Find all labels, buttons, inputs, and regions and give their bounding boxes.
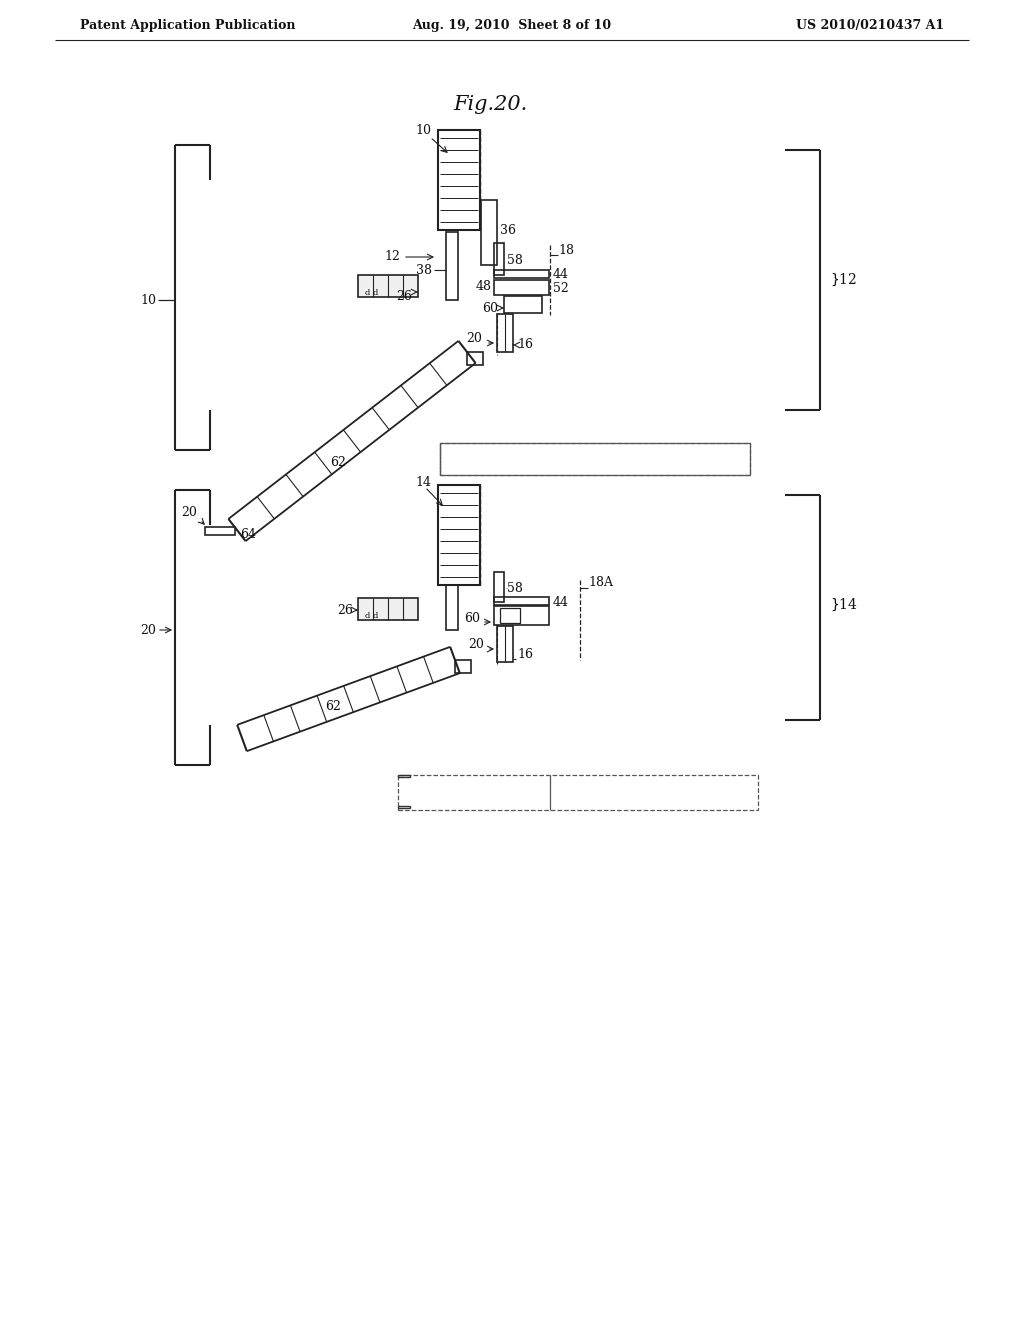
Bar [481,201,497,265]
Text: d d: d d [365,612,379,620]
Text: 62: 62 [330,455,346,469]
Text: 58: 58 [507,582,523,594]
Text: 60: 60 [482,301,498,314]
Text: 48: 48 [476,281,492,293]
Bar [504,296,542,313]
Bar [440,444,750,475]
Text: 26: 26 [396,290,412,304]
Bar [446,585,458,630]
Text: US 2010/0210437 A1: US 2010/0210437 A1 [796,18,944,32]
Bar [438,484,480,585]
Bar [494,606,549,624]
Text: 20: 20 [468,639,484,652]
Text: 52: 52 [553,281,568,294]
Bar [446,232,458,300]
Text: 14: 14 [415,475,431,488]
Text: 18A: 18A [588,577,613,590]
Text: 44: 44 [553,595,569,609]
Bar [455,660,471,673]
Text: Aug. 19, 2010  Sheet 8 of 10: Aug. 19, 2010 Sheet 8 of 10 [413,18,611,32]
Text: 20: 20 [181,506,197,519]
Text: 58: 58 [507,253,523,267]
Bar [497,626,513,663]
Bar [205,527,234,535]
Bar [440,444,750,475]
Text: 26: 26 [337,603,353,616]
Text: 36: 36 [500,223,516,236]
Bar [398,807,410,808]
Text: $\}$14: $\}$14 [830,597,858,614]
Text: 16: 16 [517,338,534,351]
Bar [467,352,483,366]
Bar [438,129,480,230]
Text: 10: 10 [415,124,431,136]
Text: 18: 18 [558,243,574,256]
Text: 38: 38 [416,264,432,276]
Text: 64: 64 [240,528,256,541]
Bar [494,280,549,294]
Bar [358,275,418,297]
Text: Patent Application Publication: Patent Application Publication [80,18,296,32]
Text: 10: 10 [140,293,156,306]
Text: 12: 12 [384,251,400,264]
Text: $\}$12: $\}$12 [830,272,857,288]
Text: 44: 44 [553,268,569,281]
Text: 20: 20 [140,623,156,636]
Bar [494,271,549,279]
Text: d d: d d [365,289,379,297]
Bar [500,609,520,623]
Bar [358,598,418,620]
Bar [494,572,504,602]
Text: 16: 16 [517,648,534,661]
Text: Fig.20.: Fig.20. [453,95,527,115]
Text: 20: 20 [466,331,482,345]
Bar [494,597,549,605]
Bar [494,243,504,275]
Bar [497,314,513,352]
Text: 60: 60 [464,611,480,624]
Text: 62: 62 [325,701,341,714]
Bar [398,775,410,777]
Bar [398,775,758,810]
